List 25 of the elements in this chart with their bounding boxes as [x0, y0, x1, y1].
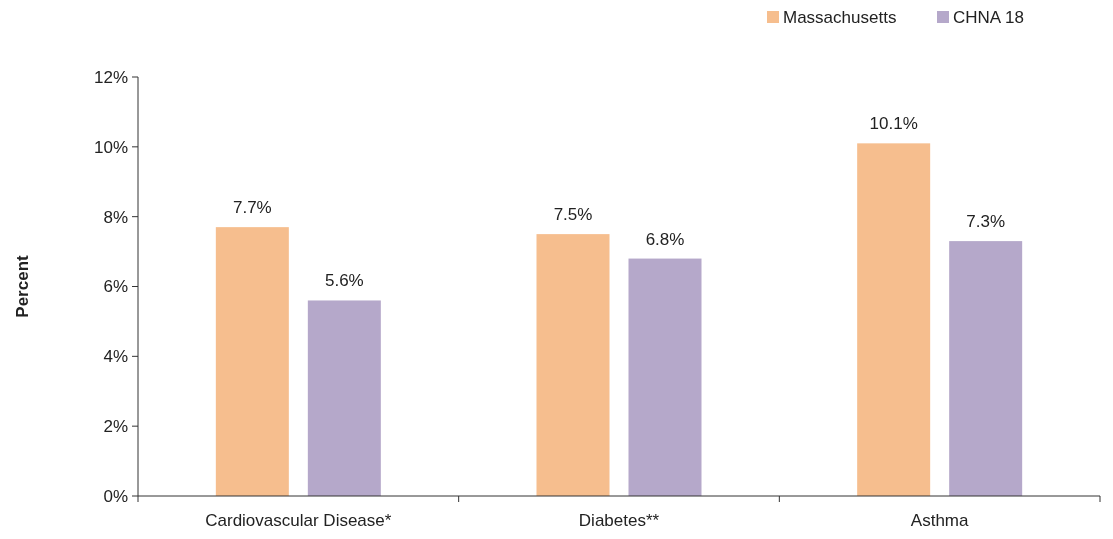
data-label: 7.3% — [966, 212, 1006, 232]
data-label: 5.6% — [324, 271, 364, 291]
data-label: 6.8% — [645, 229, 685, 249]
x-tick-label: Cardiovascular Disease* — [205, 511, 392, 530]
bar — [628, 258, 702, 496]
data-label: 7.5% — [553, 205, 593, 225]
bar — [307, 300, 381, 496]
y-tick-label: 12% — [93, 67, 128, 87]
y-tick-label: 0% — [103, 486, 128, 506]
y-tick-label: 2% — [103, 417, 128, 437]
y-axis-title: Percent — [13, 254, 32, 318]
x-tick-label: Diabetes** — [578, 511, 660, 530]
y-tick-label: 8% — [103, 207, 128, 227]
bar — [536, 234, 610, 496]
y-tick-label: 10% — [93, 137, 128, 157]
legend-label: Massachusetts — [783, 7, 897, 27]
bar — [857, 143, 931, 496]
x-tick-label: Asthma — [910, 511, 970, 530]
y-tick-label: 6% — [103, 277, 128, 297]
bar — [949, 241, 1023, 496]
data-label: 10.1% — [869, 114, 918, 134]
legend-label: CHNA 18 — [953, 7, 1024, 27]
bar — [215, 227, 289, 496]
y-tick-label: 4% — [103, 347, 128, 367]
data-label: 7.7% — [232, 198, 272, 218]
